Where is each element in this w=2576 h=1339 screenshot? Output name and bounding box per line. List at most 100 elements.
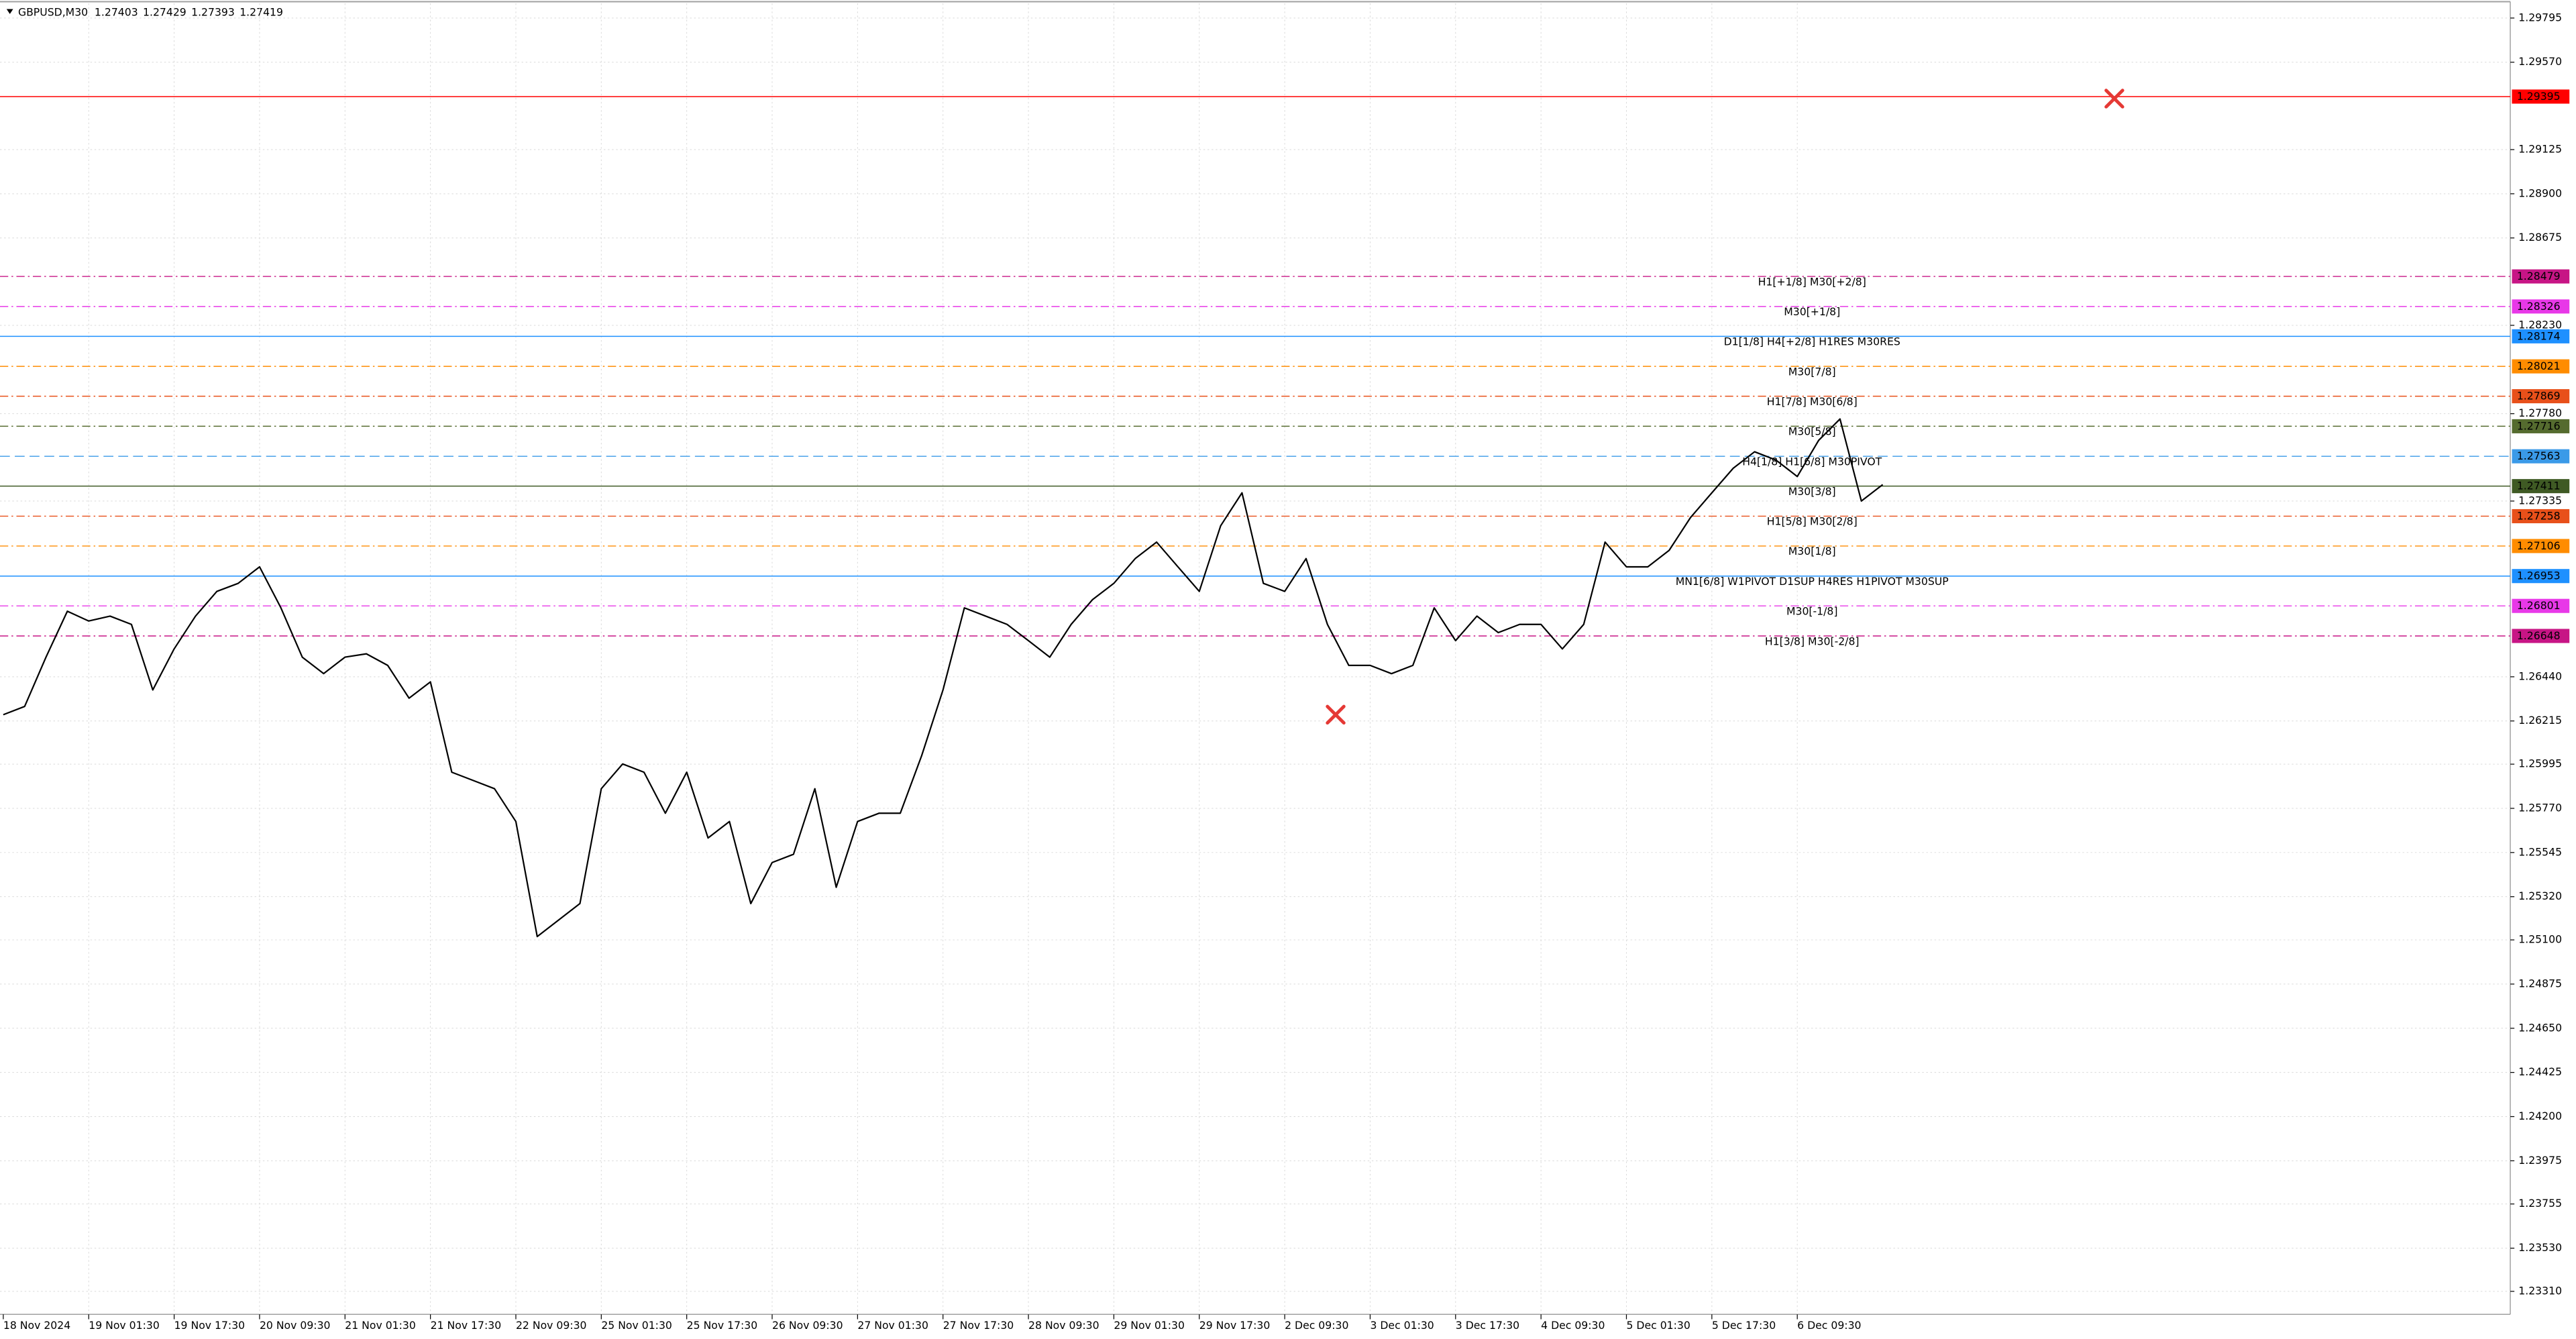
price-line bbox=[3, 418, 1884, 938]
x-tick-label: 6 Dec 09:30 bbox=[1797, 1319, 1861, 1332]
series bbox=[3, 418, 1884, 938]
x-tick-label: 18 Nov 2024 bbox=[3, 1319, 70, 1332]
x-tick-label: 20 Nov 09:30 bbox=[260, 1319, 331, 1332]
y-tick-label: 1.25320 bbox=[2518, 890, 2562, 902]
price-tag bbox=[2512, 569, 2570, 584]
price-tag-label: 1.27716 bbox=[2517, 419, 2561, 432]
price-tag bbox=[2512, 629, 2570, 643]
y-tick-label: 1.27780 bbox=[2518, 407, 2562, 419]
price-tag-label: 1.27869 bbox=[2517, 390, 2561, 403]
x-tick-label: 28 Nov 09:30 bbox=[1028, 1319, 1099, 1332]
chart-header: GBPUSD,M30 1.27403 1.27429 1.27393 1.27419 bbox=[18, 5, 283, 18]
y-tick-label: 1.27335 bbox=[2518, 494, 2562, 506]
sell-marker bbox=[1326, 704, 1346, 725]
close: 1.27419 bbox=[239, 5, 283, 18]
price-tag bbox=[2512, 419, 2570, 433]
y-tick-label: 1.23755 bbox=[2518, 1197, 2562, 1210]
y-tick-label: 1.26215 bbox=[2518, 714, 2562, 727]
price-tag-label: 1.28479 bbox=[2517, 270, 2561, 282]
x-tick-label: 29 Nov 01:30 bbox=[1114, 1319, 1185, 1332]
price-tag bbox=[2512, 359, 2570, 374]
y-tick-label: 1.29570 bbox=[2518, 55, 2562, 68]
buy-marker bbox=[2104, 89, 2125, 109]
price-tag bbox=[2512, 269, 2570, 284]
price-tag bbox=[2512, 539, 2570, 553]
y-tick-label: 1.29125 bbox=[2518, 142, 2562, 155]
price-tag-label: 1.28021 bbox=[2517, 360, 2561, 372]
level-label: H1[+1/8] M30[+2/8] bbox=[1758, 275, 1866, 288]
level-label: H1[3/8] M30[-2/8] bbox=[1765, 635, 1860, 647]
x-tick-label: 21 Nov 01:30 bbox=[345, 1319, 416, 1332]
x-tick-label: 2 Dec 09:30 bbox=[1285, 1319, 1348, 1332]
grid bbox=[0, 3, 2511, 1315]
x-tick-label: 19 Nov 01:30 bbox=[89, 1319, 160, 1332]
price-tag-label: 1.28326 bbox=[2517, 300, 2561, 313]
price-tag-label: 1.29395 bbox=[2517, 90, 2561, 103]
x-tick-label: 5 Dec 17:30 bbox=[1712, 1319, 1776, 1332]
level-label: M30[3/8] bbox=[1788, 485, 1836, 498]
x-tick-label: 3 Dec 01:30 bbox=[1370, 1319, 1434, 1332]
x-tick-label: 25 Nov 17:30 bbox=[687, 1319, 758, 1332]
price-tag bbox=[2512, 299, 2570, 314]
x-tick-label: 25 Nov 01:30 bbox=[601, 1319, 672, 1332]
level-label: H1[7/8] M30[6/8] bbox=[1767, 395, 1858, 408]
y-tick-label: 1.23530 bbox=[2518, 1241, 2562, 1254]
x-tick-label: 29 Nov 17:30 bbox=[1199, 1319, 1271, 1332]
y-tick-label: 1.23310 bbox=[2518, 1284, 2562, 1297]
price-tag-label: 1.26648 bbox=[2517, 629, 2561, 642]
y-tick-label: 1.29795 bbox=[2518, 11, 2562, 23]
y-tick-label: 1.26440 bbox=[2518, 670, 2562, 682]
level-label: MN1[6/8] W1PIVOT D1SUP H4RES H1PIVOT M30… bbox=[1676, 575, 1949, 588]
price-tag-label: 1.26953 bbox=[2517, 570, 2561, 582]
menu-triangle[interactable] bbox=[6, 9, 13, 14]
y-tick-label: 1.23975 bbox=[2518, 1154, 2562, 1167]
price-tag bbox=[2512, 479, 2570, 494]
price-tag-label: 1.26801 bbox=[2517, 599, 2561, 612]
x-tick-label: 4 Dec 09:30 bbox=[1541, 1319, 1605, 1332]
x-tick-label: 3 Dec 17:30 bbox=[1456, 1319, 1519, 1332]
price-tag-label: 1.28174 bbox=[2517, 329, 2561, 342]
x-tick-label: 19 Nov 17:30 bbox=[174, 1319, 246, 1332]
y-tick-label: 1.28900 bbox=[2518, 186, 2562, 199]
level-label: H1[5/8] M30[2/8] bbox=[1767, 515, 1858, 528]
x-tick-label: 22 Nov 09:30 bbox=[516, 1319, 587, 1332]
level-label: D1[1/8] H4[+2/8] H1RES M30RES bbox=[1724, 335, 1900, 348]
price-tag-label: 1.27563 bbox=[2517, 449, 2561, 462]
axes: 1.29795 1.29570 1.29125 1.28900 1.28675 1.282… bbox=[3, 11, 2570, 1332]
low: 1.27393 bbox=[191, 5, 235, 18]
x-tick-label: 21 Nov 17:30 bbox=[431, 1319, 502, 1332]
y-tick-label: 1.24650 bbox=[2518, 1021, 2562, 1034]
high: 1.27429 bbox=[143, 5, 186, 18]
x-tick-label: 26 Nov 09:30 bbox=[772, 1319, 843, 1332]
levels: H1[+1/8] M30[+2/8] M30[+1/8] D1[1/8] H4[+2… bbox=[0, 96, 2511, 647]
y-tick-label: 1.24200 bbox=[2518, 1110, 2562, 1122]
price-tag bbox=[2512, 89, 2570, 104]
price-tag bbox=[2512, 449, 2570, 464]
level-label: M30[-1/8] bbox=[1786, 605, 1838, 618]
y-tick-label: 1.28230 bbox=[2518, 318, 2562, 331]
open: 1.27403 bbox=[95, 5, 138, 18]
y-tick-label: 1.24875 bbox=[2518, 977, 2562, 989]
level-label: M30[5/8] bbox=[1788, 425, 1836, 438]
price-tag-label: 1.27106 bbox=[2517, 539, 2561, 552]
price-tag bbox=[2512, 598, 2570, 613]
x-tick-label: 27 Nov 01:30 bbox=[857, 1319, 928, 1332]
level-label: H4[1/8] H1[6/8] M30PIVOT bbox=[1742, 455, 1882, 468]
price-tag bbox=[2512, 389, 2570, 404]
level-label: M30[7/8] bbox=[1788, 365, 1836, 378]
level-label: M30[+1/8] bbox=[1784, 305, 1840, 318]
level-label: M30[1/8] bbox=[1788, 545, 1836, 557]
price-tag bbox=[2512, 508, 2570, 523]
symbol: GBPUSD,M30 bbox=[18, 5, 88, 18]
y-tick-label: 1.25995 bbox=[2518, 757, 2562, 770]
price-tag-label: 1.27411 bbox=[2517, 480, 2561, 492]
y-tick-label: 1.28675 bbox=[2518, 231, 2562, 244]
y-tick-label: 1.24425 bbox=[2518, 1065, 2562, 1078]
y-tick-label: 1.25100 bbox=[2518, 933, 2562, 946]
x-tick-label: 5 Dec 01:30 bbox=[1626, 1319, 1690, 1332]
y-tick-label: 1.25545 bbox=[2518, 845, 2562, 858]
y-tick-label: 1.25770 bbox=[2518, 801, 2562, 814]
